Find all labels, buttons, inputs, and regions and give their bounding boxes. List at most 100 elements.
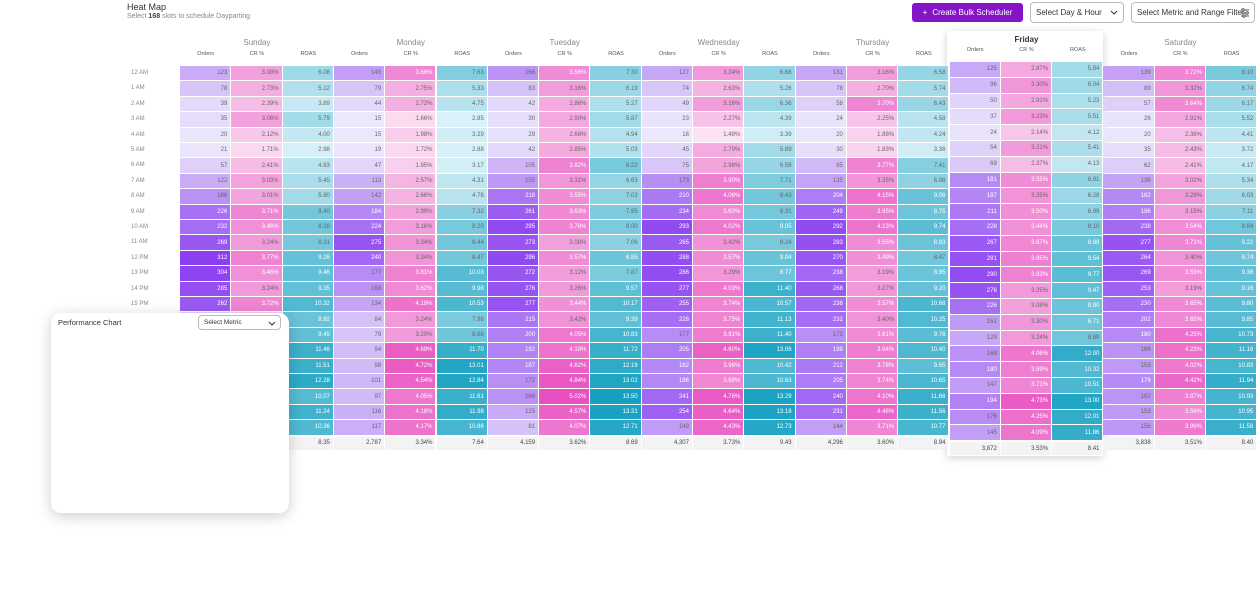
heatmap-cell: 2.63% xyxy=(693,81,744,96)
heatmap-cell: 283 xyxy=(795,235,846,250)
heatmap-cell: 3.83% xyxy=(1000,267,1052,283)
heatmap-cell: 8.22 xyxy=(590,158,641,173)
heatmap-cell: 232 xyxy=(180,220,231,235)
heatmap-cell: 3.30% xyxy=(1000,77,1052,93)
heatmap-cell: 97 xyxy=(333,389,385,404)
heatmap-cell: 11.94 xyxy=(1206,374,1257,389)
heatmap-cell: 10.17 xyxy=(590,297,641,312)
heatmap-cell: 10.83 xyxy=(590,327,641,343)
hour-label: 1 AM xyxy=(131,85,145,92)
heatmap-cell: 8.43 xyxy=(744,189,795,204)
create-bulk-scheduler-button[interactable]: + Create Bulk Scheduler xyxy=(912,3,1023,22)
heatmap-cell: 101 xyxy=(333,374,385,389)
total-cell: 4,296 xyxy=(795,436,846,450)
heatmap-cell: 5.12 xyxy=(282,81,333,96)
heatmap-cell: 4.07% xyxy=(539,420,590,435)
heatmap-cell: 4.62% xyxy=(539,358,590,373)
heatmap-cell: 2.88 xyxy=(436,143,487,158)
heatmap-cell: 113 xyxy=(333,173,385,189)
heatmap-cell: 21 xyxy=(180,143,231,158)
heatmap-cell: 273 xyxy=(487,235,539,250)
heatmap-cell: 7.11 xyxy=(1206,204,1257,219)
metric-label: ROAS xyxy=(608,51,624,57)
heatmap-cell: 4.06% xyxy=(1000,346,1052,362)
heatmap-cell: 54 xyxy=(949,141,1000,156)
metric-label: CR % xyxy=(865,51,880,57)
metric-label: ROAS xyxy=(916,51,932,57)
heatmap-cell: 3.77% xyxy=(231,250,282,266)
heatmap-cell: 23 xyxy=(641,112,692,127)
heatmap-cell: 6.59 xyxy=(744,158,795,173)
heatmap-cell: 98 xyxy=(333,358,385,373)
heatmap-cell: 3.71% xyxy=(846,420,898,435)
heatmap-cell: 277 xyxy=(487,297,539,312)
total-cell: 3.34% xyxy=(385,436,436,450)
total-cell: 3,872 xyxy=(949,442,1000,456)
metric-label: ROAS xyxy=(454,51,470,57)
metric-label: ROAS xyxy=(762,51,778,57)
heatmap-cell: 3.54% xyxy=(1154,220,1205,235)
heatmap-cell: 226 xyxy=(180,204,231,219)
heatmap-cell: 6.74 xyxy=(1206,81,1257,96)
heatmap-cell: 267 xyxy=(949,235,1000,251)
heatmap-cell: 9.05 xyxy=(744,220,795,235)
metric-select[interactable]: Select Metric ₹0₹100K₹200K₹300K₹400K01K2… xyxy=(198,315,281,330)
heatmap-cell: 9.45 xyxy=(282,327,333,343)
metric-range-filter[interactable]: Select Metric and Range Filter xyxy=(1131,2,1255,23)
heatmap-cell: 13.00 xyxy=(1052,393,1103,409)
day-hour-select[interactable]: Select Day & Hour xyxy=(1030,2,1124,23)
heatmap-cell: 6.99 xyxy=(1052,204,1103,219)
heatmap-cell: 8.68 xyxy=(436,327,487,343)
heatmap-cell: 3.35% xyxy=(846,173,898,189)
heatmap-cell: 3.26% xyxy=(539,281,590,296)
heatmap-cell: 30 xyxy=(795,143,846,158)
heatmap-cell: 3.24% xyxy=(1000,330,1052,346)
heatmap-cell: 293 xyxy=(641,220,692,235)
hour-label: 4 AM xyxy=(131,131,145,138)
heatmap-cell: 3.60% xyxy=(693,204,744,219)
heatmap-cell: 9.57 xyxy=(590,281,641,296)
heatmap-cell: 8.64 xyxy=(1206,220,1257,235)
heatmap-cell: 268 xyxy=(795,281,846,296)
hour-label: 12 PM xyxy=(131,254,149,261)
heatmap-cell: 1.71% xyxy=(231,143,282,158)
heatmap-cell: 176 xyxy=(949,409,1000,425)
heatmap-cell: 3.82% xyxy=(539,158,590,173)
heatmap-cell: 255 xyxy=(641,297,692,312)
heatmap-cell: 9.35 xyxy=(282,281,333,296)
heatmap-cell: 3.57% xyxy=(693,250,744,266)
heatmap-cell: 7.95 xyxy=(590,204,641,219)
heatmap-cell: 89 xyxy=(1103,81,1154,96)
heatmap-cell: 262 xyxy=(180,297,231,312)
heatmap-cell: 3.85% xyxy=(1000,251,1052,267)
heatmap-cell: 187 xyxy=(487,358,539,373)
heatmap-cell: 276 xyxy=(949,283,1000,298)
heatmap-cell: 10.53 xyxy=(436,297,487,312)
heatmap-cell: 1.66% xyxy=(385,112,436,127)
heatmap-cell: 13.31 xyxy=(590,404,641,420)
heatmap-cell: 6.58 xyxy=(898,66,949,81)
heatmap-cell: 5.51 xyxy=(1052,109,1103,125)
heatmap-cell: 3.34% xyxy=(385,250,436,266)
heatmap-cell: 1.98% xyxy=(385,127,436,142)
heatmap-cell: 5.41 xyxy=(1052,141,1103,156)
heatmap-cell: 4.63 xyxy=(282,158,333,173)
metric-label: CR % xyxy=(1019,47,1034,53)
heatmap-cell: 95 xyxy=(795,158,846,173)
hour-label: 10 AM xyxy=(131,224,149,230)
heatmap-cell: 179 xyxy=(1103,374,1154,389)
heatmap-cell: 3.67% xyxy=(1000,235,1052,251)
heatmap-cell: 3.64% xyxy=(1154,96,1205,112)
hour-label: 13 PM xyxy=(131,270,149,277)
hour-label: 3 AM xyxy=(131,116,145,123)
heatmap-cell: 3.90% xyxy=(693,173,744,189)
total-cell: 8.69 xyxy=(590,436,641,450)
hour-label: 14 PM xyxy=(131,285,149,292)
heatmap-cell: 5.27 xyxy=(590,96,641,112)
heatmap-cell: 11.16 xyxy=(1206,343,1257,358)
heatmap-cell: 3.55% xyxy=(846,235,898,250)
heatmap-cell: 3.61% xyxy=(846,327,898,343)
heatmap-cell: 5.90 xyxy=(282,189,333,204)
heatmap-cell: 13.18 xyxy=(744,404,795,420)
heatmap-cell: 8.24 xyxy=(744,235,795,250)
